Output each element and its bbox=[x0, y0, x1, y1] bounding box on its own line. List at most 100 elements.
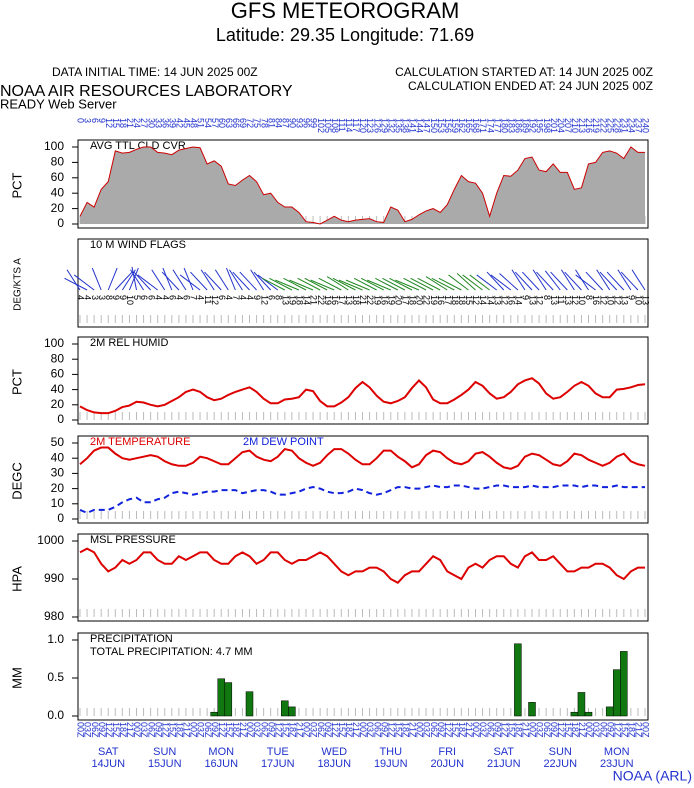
top-label: 177 bbox=[492, 118, 502, 133]
day-name: SAT bbox=[98, 746, 119, 758]
top-label: 189 bbox=[521, 118, 531, 133]
y-tick-label: 60 bbox=[51, 367, 65, 381]
y-tick-label: 10 bbox=[51, 496, 65, 510]
wind-speed: 13 bbox=[280, 295, 290, 305]
wind-speed: 13 bbox=[619, 295, 629, 305]
wind-flag bbox=[332, 277, 356, 291]
bottom-label: 00Z bbox=[471, 722, 481, 738]
subtitle: Latitude: 29.35 Longitude: 71.69 bbox=[216, 25, 474, 45]
precip-bar bbox=[577, 692, 586, 717]
top-label: 129 bbox=[379, 118, 389, 133]
wind-flag bbox=[107, 267, 118, 291]
wind-flag bbox=[366, 279, 391, 291]
wind-speed: 9 bbox=[252, 295, 262, 300]
wind-speed: 19 bbox=[372, 295, 382, 305]
top-label: 72 bbox=[245, 118, 255, 128]
wind-speed: 4 bbox=[245, 295, 255, 300]
bottom-label: 21Z bbox=[182, 722, 192, 738]
top-label: 48 bbox=[189, 118, 199, 128]
y-tick-label: 0 bbox=[57, 216, 64, 230]
wind-flag bbox=[304, 277, 328, 291]
calc-ended: CALCULATION ENDED AT: 24 JUN 2025 00Z bbox=[408, 79, 653, 93]
wind-flag bbox=[532, 269, 547, 291]
wind-flag bbox=[544, 270, 561, 291]
y-axis-label: MM bbox=[9, 667, 24, 689]
bottom-label: 00Z bbox=[302, 722, 312, 738]
bottom-label: 09Z bbox=[436, 722, 446, 738]
cloud-area bbox=[80, 147, 645, 224]
wind-speed: 6 bbox=[146, 295, 156, 300]
bottom-label: 03Z bbox=[535, 722, 545, 738]
top-label: 63 bbox=[224, 118, 234, 128]
top-label: 144 bbox=[415, 118, 425, 133]
wind-speed: 14 bbox=[485, 295, 495, 305]
y-tick-label: 40 bbox=[51, 185, 65, 199]
bottom-label: 00Z bbox=[189, 722, 199, 738]
wind-flag bbox=[114, 271, 133, 291]
bottom-label: 18Z bbox=[288, 722, 298, 738]
bottom-label: 18Z bbox=[401, 722, 411, 738]
bottom-label: 12Z bbox=[386, 722, 396, 738]
series-line bbox=[79, 446, 646, 470]
precip-bar bbox=[620, 651, 628, 717]
wind-speed: 8 bbox=[104, 295, 114, 300]
series-line bbox=[79, 484, 645, 515]
wind-speed: 9 bbox=[627, 295, 637, 300]
wind-speed: 6 bbox=[167, 295, 177, 300]
top-label: 171 bbox=[478, 118, 488, 133]
top-label: 168 bbox=[471, 118, 481, 133]
day-name: SAT bbox=[493, 746, 514, 758]
wind-speed: 11 bbox=[556, 295, 566, 304]
bottom-label: 21Z bbox=[577, 722, 587, 738]
wind-speed: 17 bbox=[337, 295, 347, 305]
wind-speed: 7 bbox=[189, 295, 199, 300]
wind-speed: 4 bbox=[160, 295, 170, 300]
precip-bar bbox=[217, 678, 225, 717]
top-label: 51 bbox=[196, 118, 206, 128]
top-label: 195 bbox=[535, 118, 545, 133]
wind-flag bbox=[338, 279, 363, 291]
title: GFS METEOROGRAM bbox=[231, 0, 460, 23]
wind-speed: 13 bbox=[549, 295, 559, 305]
top-label: 204 bbox=[556, 118, 566, 133]
top-label: 165 bbox=[464, 118, 474, 133]
panel-title: PRECIPITATION bbox=[90, 633, 173, 645]
wind-speed: 18 bbox=[457, 295, 467, 305]
wind-flag bbox=[560, 269, 575, 291]
wind-flag bbox=[275, 279, 300, 291]
bottom-label: 03Z bbox=[252, 722, 262, 738]
wind-speed: 8 bbox=[584, 295, 594, 300]
series-line bbox=[79, 377, 646, 415]
panel-frame bbox=[77, 238, 649, 328]
wind-flag bbox=[456, 273, 476, 291]
day-date: 15JUN bbox=[148, 758, 182, 770]
wind-speed: 17 bbox=[443, 295, 453, 305]
wind-flag bbox=[269, 277, 293, 291]
top-label: 3 bbox=[83, 118, 93, 123]
bottom-label: 06Z bbox=[542, 722, 552, 738]
top-label: 42 bbox=[175, 118, 185, 128]
top-label: 21 bbox=[125, 118, 135, 128]
bottom-label: 18Z bbox=[344, 722, 354, 738]
day-name: SUN bbox=[549, 746, 572, 758]
top-label: 33 bbox=[153, 118, 163, 128]
wind-speed: 14 bbox=[514, 295, 524, 305]
top-label: 27 bbox=[139, 118, 149, 128]
wind-flag bbox=[66, 269, 81, 291]
wind-flag bbox=[499, 273, 519, 291]
wind-flag bbox=[310, 279, 335, 291]
wind-speed: 9 bbox=[111, 295, 121, 300]
wind-speed: 18 bbox=[450, 295, 460, 305]
panel-frame bbox=[77, 139, 649, 229]
precip-bar bbox=[245, 691, 254, 717]
wind-speed: 4 bbox=[153, 295, 163, 300]
wind-flag bbox=[448, 274, 469, 291]
y-tick-label: 20 bbox=[51, 397, 65, 411]
wind-speed: 12 bbox=[612, 295, 622, 305]
bottom-label: 06Z bbox=[90, 722, 100, 738]
bottom-label: 03Z bbox=[309, 722, 319, 738]
top-label: 216 bbox=[584, 118, 594, 133]
wind-flag bbox=[631, 269, 646, 291]
cloud-line bbox=[79, 146, 645, 225]
